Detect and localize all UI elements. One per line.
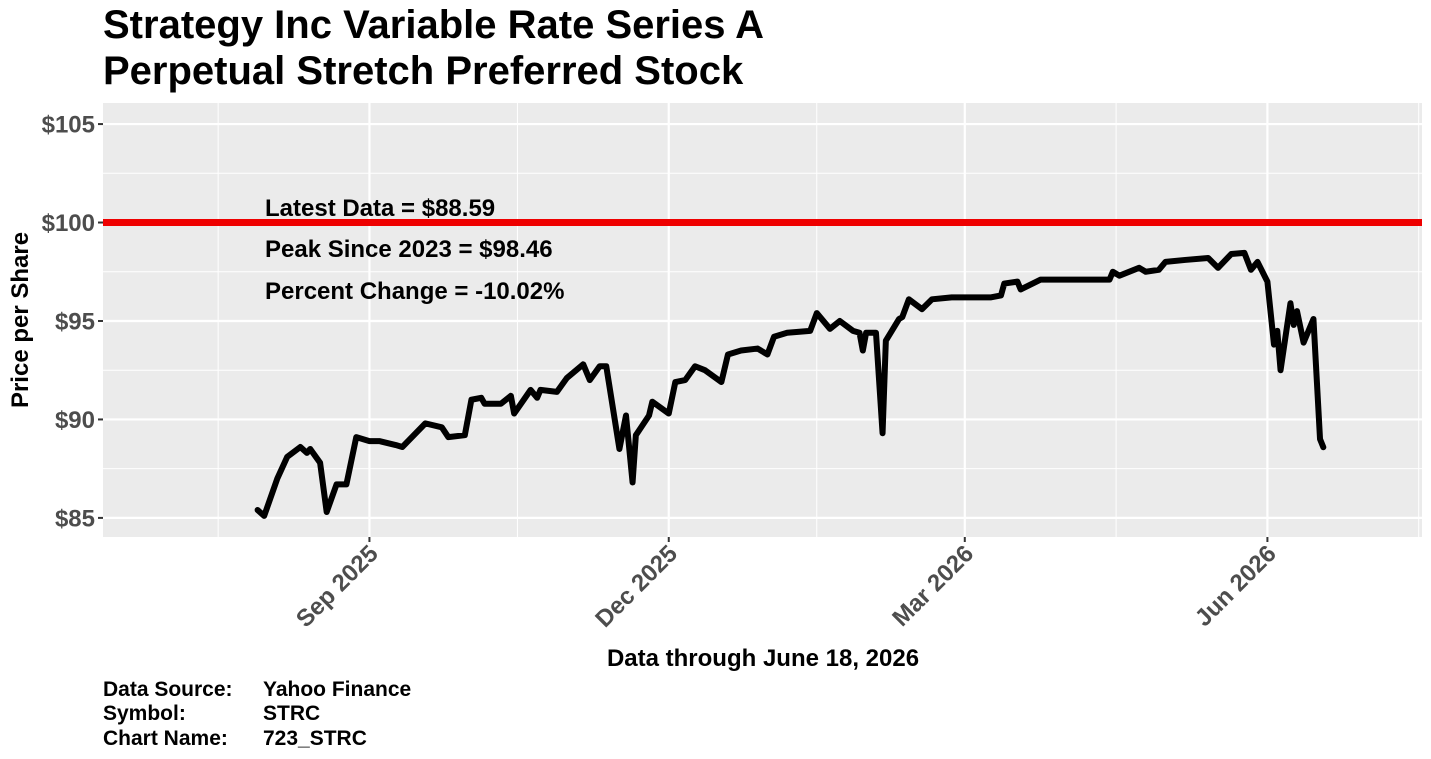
annotation: Latest Data = $88.59 <box>265 195 495 222</box>
annotation: Percent Change = -10.02% <box>265 278 564 305</box>
y-tick-label: $90 <box>55 407 95 434</box>
caption-value: 723_STRC <box>263 727 367 750</box>
x-tick-label: Mar 2026 <box>887 540 979 632</box>
price-line <box>254 249 1327 519</box>
y-tick-label: $85 <box>55 505 95 532</box>
x-axis-label: Data through June 18, 2026 <box>607 645 919 672</box>
x-tick-label: Dec 2025 <box>590 540 683 633</box>
caption-label: Data Source: <box>103 678 233 701</box>
x-tick-label: Sep 2025 <box>291 540 384 633</box>
caption-value: STRC <box>263 702 320 725</box>
y-tick-label: $95 <box>55 308 95 335</box>
y-tick-label: $100 <box>42 210 95 237</box>
marks <box>103 219 1422 519</box>
chart-title: Strategy Inc Variable Rate Series A <box>103 3 764 47</box>
chart-title: Perpetual Stretch Preferred Stock <box>103 49 744 93</box>
caption-label: Symbol: <box>103 702 186 725</box>
caption-value: Yahoo Finance <box>263 678 411 701</box>
annotation: Peak Since 2023 = $98.46 <box>265 236 553 263</box>
caption-label: Chart Name: <box>103 727 228 750</box>
x-tick-label: Jun 2026 <box>1190 540 1282 632</box>
y-tick-label: $105 <box>42 112 95 139</box>
y-axis-label: Price per Share <box>7 232 34 408</box>
